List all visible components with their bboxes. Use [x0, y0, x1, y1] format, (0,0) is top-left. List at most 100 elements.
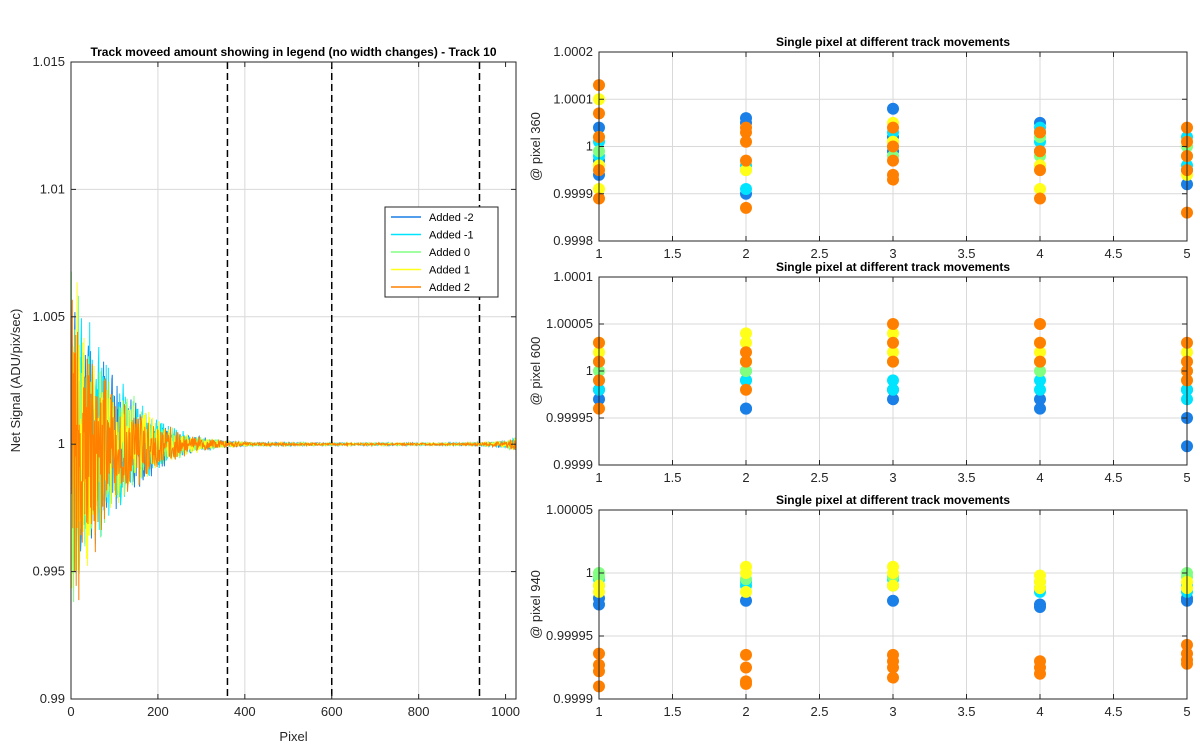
data-point-added--2: [887, 102, 899, 115]
x-tick-label: 3.5: [957, 470, 975, 485]
chart-title: Single pixel at different track movement…: [776, 493, 1010, 507]
y-axis-label: Net Signal (ADU/pix/sec): [8, 309, 23, 453]
data-point-added--2: [740, 402, 752, 415]
pixel-600-scatter-chart: 1 1.5 2 2.5 3 3.5 4 4.5 5 0.9999 0.99995 1 1.00005 1.…: [528, 260, 1193, 485]
y-tick-label: 0.995: [32, 564, 65, 579]
x-tick-label: 2: [742, 470, 749, 485]
x-tick-label: 3: [889, 470, 896, 485]
y-tick-label: 0.9999: [553, 457, 593, 472]
axes-frame: [70, 61, 517, 700]
x-axis-label: Pixel: [279, 729, 307, 744]
x-tick-label: 2.5: [810, 246, 828, 261]
data-point-added-2: [1034, 126, 1046, 139]
data-point-added-2: [740, 661, 752, 674]
y-axis-label: @ pixel 940: [528, 570, 543, 639]
x-tick-label: 0: [67, 704, 74, 719]
data-point-added-2: [740, 135, 752, 148]
data-point-added-1: [1034, 346, 1046, 359]
data-point-added-2: [887, 173, 899, 186]
y-tick-label: 1: [58, 436, 65, 451]
y-tick-label: 1: [586, 139, 593, 154]
main-signal-chart: 0 200 400 600 800 1000 0.99 0.995 1 1.005 1.01 1.01…: [8, 45, 520, 744]
x-tick-label: 5: [1183, 704, 1190, 719]
y-axis-label: @ pixel 600: [528, 337, 543, 406]
data-point-added-2: [887, 671, 899, 684]
y-tick-label: 1.0001: [553, 91, 593, 106]
data-point-added-2: [740, 677, 752, 690]
chart-title: Track moveed amount showing in legend (n…: [90, 45, 496, 59]
x-tick-label: 1: [595, 704, 602, 719]
chart-title: Single pixel at different track movement…: [776, 260, 1010, 274]
x-tick-label: 1: [595, 470, 602, 485]
y-tick-label: 1.0001: [553, 269, 593, 284]
legend-label: Added 2: [429, 282, 470, 294]
y-tick-label: 1: [586, 363, 593, 378]
data-point-added-1: [740, 567, 752, 579]
x-tick-label: 2: [742, 246, 749, 261]
legend-label: Added 1: [429, 265, 470, 277]
y-tick-label: 0.99: [40, 691, 65, 706]
data-point-added--1: [740, 183, 752, 196]
data-point-added--2: [1034, 393, 1046, 406]
y-tick-label: 1: [586, 565, 593, 580]
y-tick-label: 1.005: [32, 309, 65, 324]
x-tick-label: 4.5: [1104, 704, 1122, 719]
y-tick-label: 1.015: [32, 54, 65, 69]
x-tick-label: 3: [889, 246, 896, 261]
x-tick-label: 4.5: [1104, 246, 1122, 261]
data-point-added-2: [887, 140, 899, 153]
legend-label: Added -2: [429, 212, 474, 224]
pixel-360-scatter-chart: 1 1.5 2 2.5 3 3.5 4 4.5 5 0.9998 0.9999 1 1.0001 1.00…: [528, 35, 1193, 261]
data-point-added-2: [1034, 192, 1046, 205]
x-tick-label: 4: [1036, 246, 1043, 261]
data-point-added-2: [740, 648, 752, 661]
y-tick-label: 0.99995: [546, 628, 593, 643]
x-tick-label: 4: [1036, 704, 1043, 719]
x-tick-label: 4.5: [1104, 470, 1122, 485]
data-point-added-2: [740, 126, 752, 139]
x-tick-label: 4: [1036, 470, 1043, 485]
x-tick-label: 2: [742, 704, 749, 719]
x-tick-label: 2.5: [810, 470, 828, 485]
x-tick-label: 1.5: [663, 246, 681, 261]
x-tick-label: 600: [321, 704, 343, 719]
plot-area: [71, 62, 516, 699]
data-point-added-2: [740, 355, 752, 368]
data-point-added-0: [1034, 365, 1046, 377]
x-tick-label: 2.5: [810, 704, 828, 719]
data-point-added-2: [1034, 145, 1046, 158]
data-point-added-2: [740, 346, 752, 359]
x-tick-label: 400: [234, 704, 256, 719]
data-point-added-1: [887, 579, 899, 592]
x-tick-label: 1.5: [663, 704, 681, 719]
data-point-added-1: [740, 164, 752, 177]
data-point-added--2: [740, 594, 752, 607]
data-point-added-0: [740, 365, 752, 377]
data-point-added-2: [887, 355, 899, 368]
y-tick-label: 1.00005: [546, 502, 593, 517]
data-point-added--1: [1034, 374, 1046, 387]
data-point-added-2: [740, 383, 752, 396]
y-tick-label: 0.99995: [546, 410, 593, 425]
data-point-added--1: [887, 383, 899, 396]
legend-label: Added 0: [429, 247, 470, 259]
data-point-added-1: [887, 327, 899, 340]
data-point-added-1: [1034, 183, 1046, 196]
data-point-added-2: [1034, 667, 1046, 680]
data-point-added-2: [887, 661, 899, 674]
data-point-added--1: [1034, 383, 1046, 396]
x-tick-label: 3: [889, 704, 896, 719]
data-point-added-1: [887, 346, 899, 359]
data-point-added-2: [1034, 164, 1046, 177]
data-point-added-2: [887, 336, 899, 349]
data-point-added-2: [887, 121, 899, 134]
x-tick-label: 3.5: [957, 246, 975, 261]
data-point-added-2: [740, 154, 752, 167]
data-point-added--1: [740, 374, 752, 387]
data-point-added-2: [887, 318, 899, 330]
data-point-added-2: [887, 154, 899, 167]
x-tick-label: 5: [1183, 470, 1190, 485]
data-point-added--2: [1034, 598, 1046, 611]
chart-title: Single pixel at different track movement…: [776, 35, 1010, 49]
